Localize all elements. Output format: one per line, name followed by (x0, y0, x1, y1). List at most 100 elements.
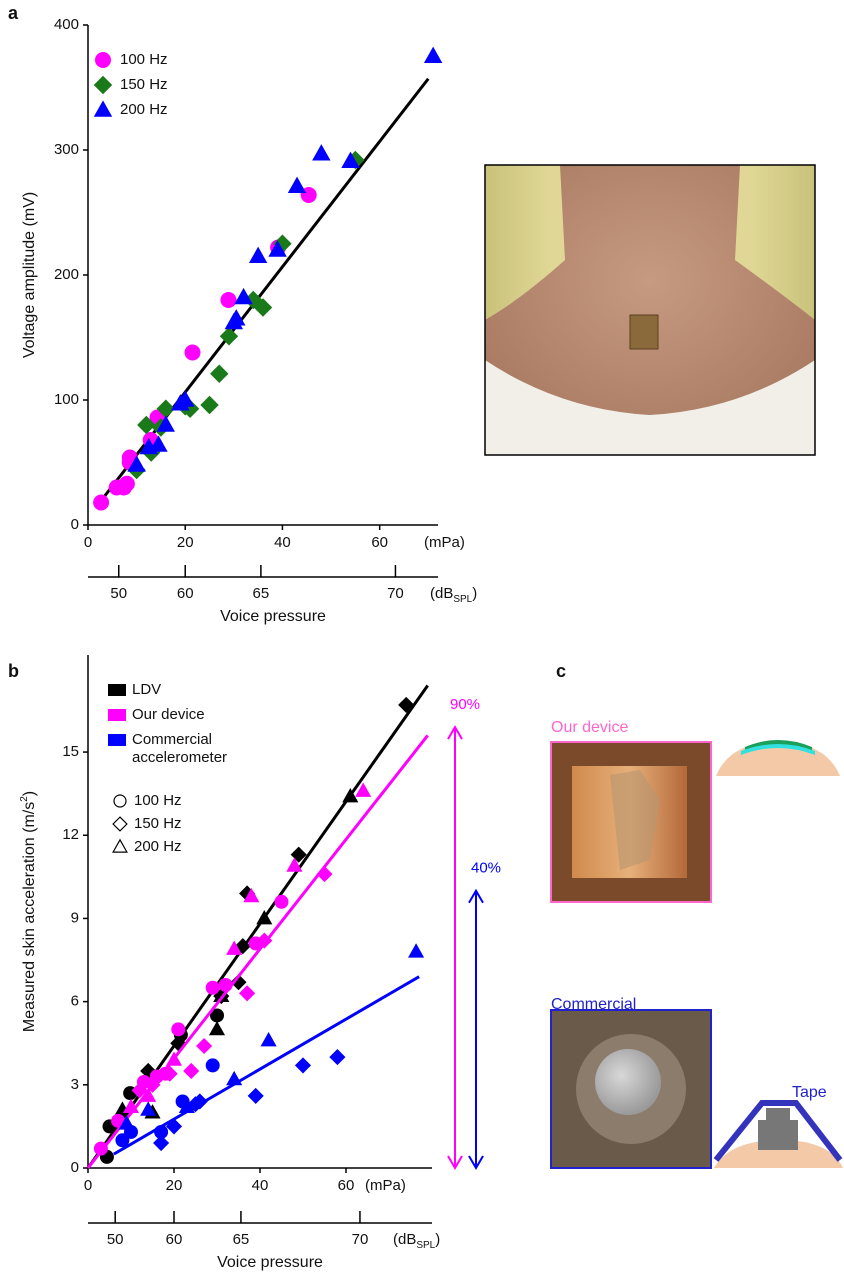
x-tick-label: 20 (177, 534, 194, 551)
legend-marker (94, 100, 112, 116)
legend-label: 200 Hz (120, 101, 168, 118)
y-tick-label: 15 (62, 743, 79, 760)
point (261, 1032, 277, 1046)
x2-unit-part: (dB (430, 585, 453, 602)
point (220, 292, 236, 308)
point (206, 981, 220, 995)
y-tick-label: 6 (71, 993, 79, 1010)
point (200, 396, 218, 414)
legend-marker (114, 795, 126, 807)
x-tick-label: 0 (84, 1177, 92, 1194)
legend-label: Our device (132, 706, 252, 724)
x2-tick-label: 60 (166, 1231, 183, 1248)
panel-label: b (8, 661, 19, 681)
accelerometer-photo (551, 1010, 711, 1168)
point (408, 943, 424, 957)
point (275, 895, 289, 909)
page: a b c Our device Commercial acceleromete… (0, 0, 844, 1274)
range-label: 40% (471, 860, 501, 877)
tape-label: Tape (792, 1084, 827, 1101)
y-axis-label: Measured skin acceleration (m/s2) (19, 791, 38, 1032)
legend-label: 150 Hz (120, 76, 168, 93)
x-axis-label: Voice pressure (220, 608, 326, 625)
x-unit: (mPa) (365, 1177, 406, 1194)
point (312, 144, 330, 160)
x-unit: (mPa) (424, 534, 465, 551)
point (329, 1049, 345, 1065)
point (206, 1058, 220, 1072)
x2-tick-label: 70 (387, 585, 404, 602)
x2-tick-label: 60 (177, 585, 194, 602)
point (239, 985, 255, 1001)
point (183, 1063, 199, 1079)
y-label-part: ) (21, 791, 38, 796)
y-tick-label: 9 (71, 909, 79, 926)
legend-marker (113, 817, 127, 831)
y-tick-label: 200 (54, 266, 79, 283)
x2-unit-part: ) (472, 585, 477, 602)
legend-swatch (108, 684, 126, 696)
legend-label: LDV (132, 681, 252, 699)
neck-photo (485, 165, 815, 455)
y-label-part: Measured skin acceleration (m/s (21, 802, 38, 1032)
point (171, 1022, 185, 1036)
x-axis-label: Voice pressure (217, 1254, 323, 1271)
x2-unit-part: ) (435, 1231, 440, 1248)
point (424, 47, 442, 63)
x-tick-label: 40 (274, 534, 291, 551)
legend-label: 100 Hz (134, 792, 182, 809)
legend-marker (95, 52, 111, 68)
figure: a b c Our device Commercial acceleromete… (0, 0, 844, 1274)
range-label: 90% (450, 696, 480, 713)
legend-marker (113, 840, 127, 852)
x-tick-label: 60 (338, 1177, 355, 1194)
x2-unit-part: SPL (453, 594, 472, 605)
y-tick-label: 12 (62, 826, 79, 843)
point (249, 247, 267, 263)
legend-label: Commercial accelerometer (132, 731, 252, 767)
x2-tick-label: 65 (253, 585, 270, 602)
x-tick-label: 20 (166, 1177, 183, 1194)
legend-label: 200 Hz (134, 838, 182, 855)
legend-label: 100 Hz (120, 51, 168, 68)
legend-swatch (108, 709, 126, 721)
legend-label: 150 Hz (134, 815, 182, 832)
x2-tick-label: 65 (233, 1231, 250, 1248)
x-tick-label: 60 (371, 534, 388, 551)
device-label: Our device (551, 719, 628, 736)
point (288, 177, 306, 193)
point (209, 1021, 225, 1035)
y-tick-label: 0 (71, 1159, 79, 1176)
y-tick-label: 400 (54, 16, 79, 33)
x-tick-label: 0 (84, 534, 92, 551)
panel-label: a (8, 3, 19, 23)
point (119, 476, 135, 492)
legend-label-box: Commercial accelerometer (132, 731, 252, 771)
legend-marker (94, 76, 112, 94)
y-axis-label: Voltage amplitude (mV) (21, 192, 38, 358)
device-icon (716, 740, 840, 776)
y-tick-label: 3 (71, 1076, 79, 1093)
point (93, 495, 109, 511)
x2-tick-label: 70 (352, 1231, 369, 1248)
legend-swatch (108, 734, 126, 746)
x-tick-label: 40 (252, 1177, 269, 1194)
accelerometer-icon (714, 1103, 843, 1168)
device-photo (551, 742, 711, 902)
x2-unit: (dBSPL) (430, 585, 477, 605)
x2-unit: (dBSPL) (393, 1231, 440, 1251)
point (210, 365, 228, 383)
x2-tick-label: 50 (110, 585, 127, 602)
point (196, 1038, 212, 1054)
y-tick-label: 0 (71, 516, 79, 533)
x2-unit-part: SPL (416, 1240, 435, 1251)
x2-tick-label: 50 (107, 1231, 124, 1248)
point (185, 345, 201, 361)
y-tick-label: 300 (54, 141, 79, 158)
point (295, 1057, 311, 1073)
panel-label: c (556, 661, 566, 681)
point (248, 1088, 264, 1104)
y-tick-label: 100 (54, 391, 79, 408)
x2-unit-part: (dB (393, 1231, 416, 1248)
point (153, 1135, 169, 1151)
